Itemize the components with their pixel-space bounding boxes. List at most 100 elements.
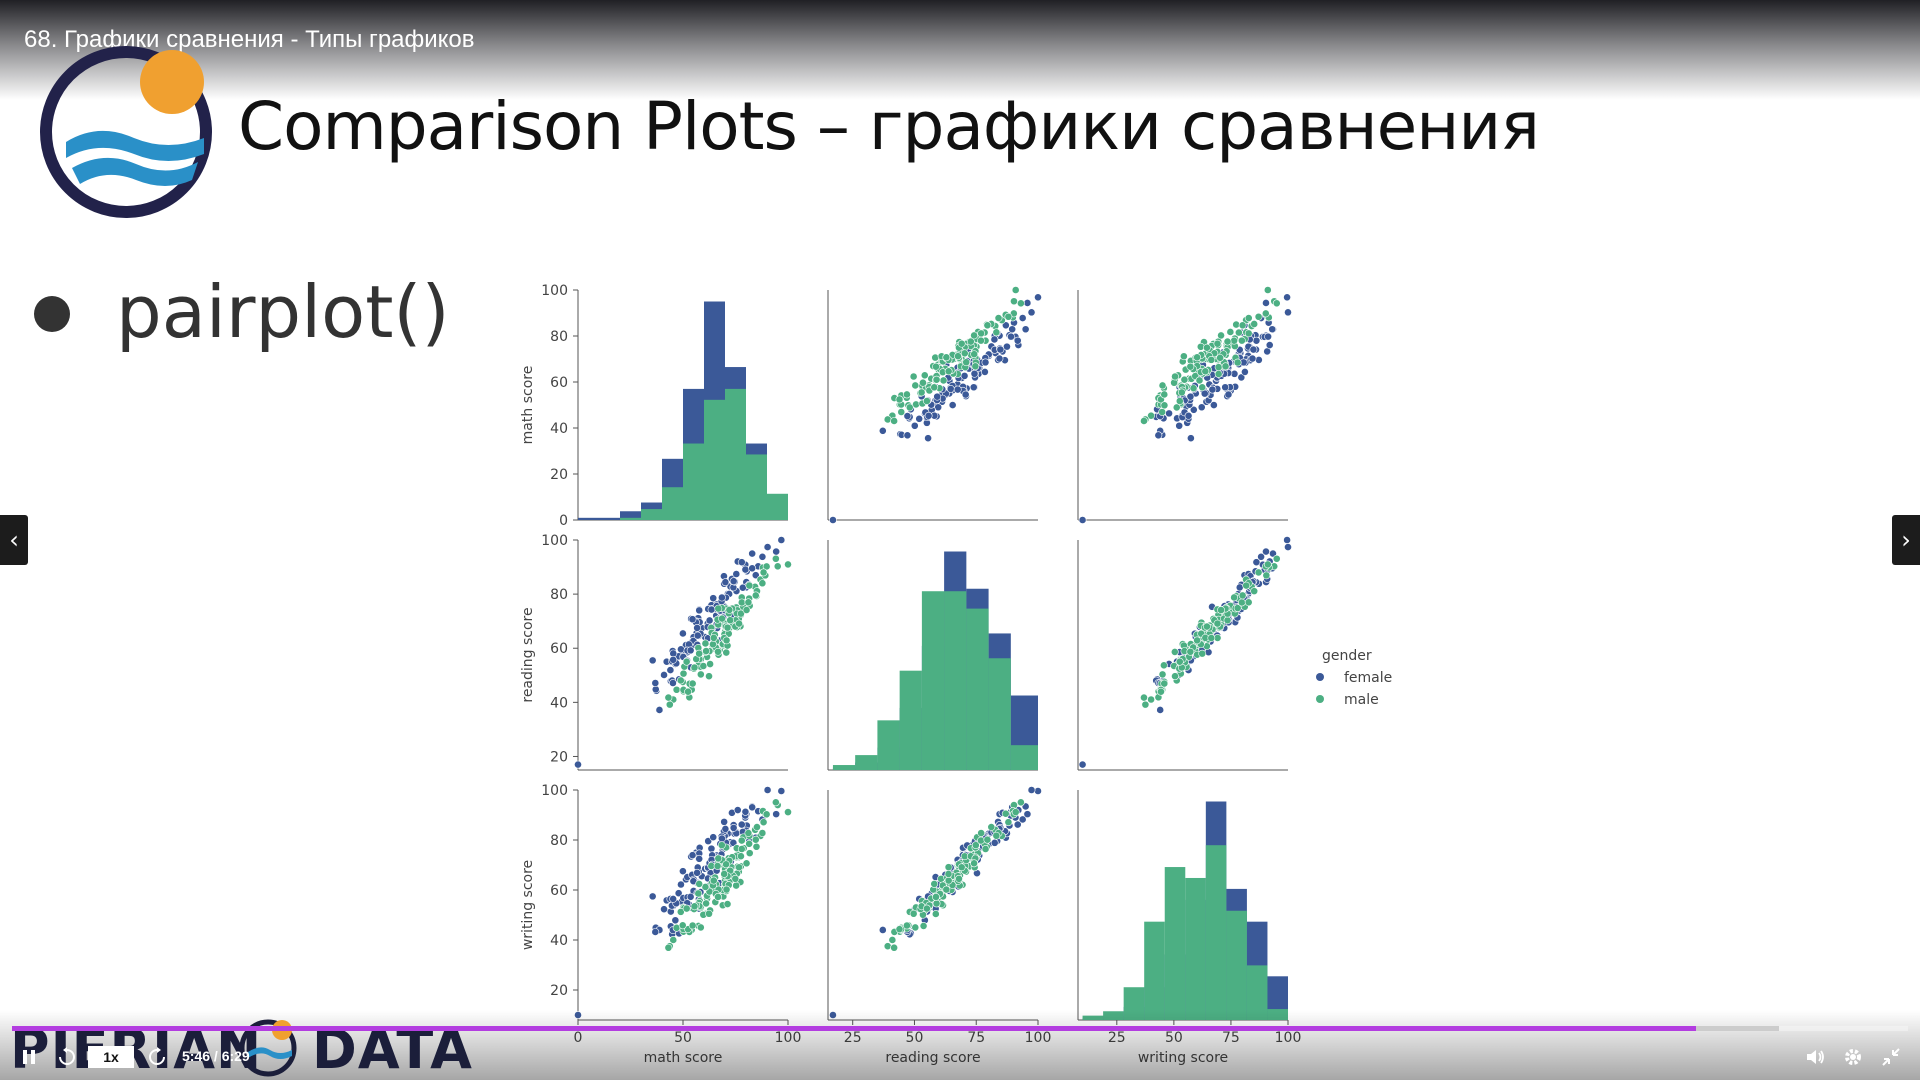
scatter-point-female <box>758 552 767 561</box>
scatter-point-male <box>714 854 723 863</box>
scatter-point-female <box>709 594 718 603</box>
scatter-point-female <box>677 880 685 889</box>
scatter-point-female <box>981 358 990 367</box>
scatter-point-female <box>1186 434 1195 443</box>
scatter-point-male <box>992 831 1001 840</box>
scatter-point-male <box>723 900 732 908</box>
scatter-point-female <box>671 916 680 925</box>
scatter-point-male <box>784 560 792 569</box>
y-tick-label: 20 <box>550 467 568 483</box>
scatter-point-male <box>1244 598 1253 607</box>
scatter-point-male <box>931 910 940 918</box>
scatter-point-female <box>1241 367 1249 376</box>
scatter-point-male <box>1223 337 1232 346</box>
scatter-point-male <box>977 336 985 345</box>
scatter-point-male <box>909 372 918 381</box>
slide-title: Comparison Plots – графики сравнения <box>238 88 1540 165</box>
y-tick-label: 0 <box>559 513 568 529</box>
scatter-point-male <box>1175 657 1184 666</box>
scatter-point-male <box>722 885 731 894</box>
scatter-point-male <box>1180 375 1189 384</box>
scatter-point-male <box>895 395 904 404</box>
scatter-point-female <box>669 895 678 903</box>
scatter-point-male <box>1261 309 1270 318</box>
scatter-point-female <box>709 833 718 842</box>
hist-bar-male <box>704 399 725 520</box>
scatter-point-male <box>919 378 927 387</box>
scatter-point-female <box>1184 411 1193 420</box>
y-tick-label: 40 <box>550 695 568 711</box>
scatter-point-male <box>722 860 730 869</box>
scatter-point-male <box>1233 358 1242 367</box>
scatter-point-male <box>1198 649 1207 658</box>
hist-bar-male <box>855 755 878 770</box>
settings-button[interactable] <box>1842 1046 1864 1068</box>
scatter-point-male <box>944 863 953 872</box>
scatter-point-female <box>1018 314 1027 322</box>
x-tick-label: 50 <box>906 1030 924 1046</box>
scatter-point-female <box>961 390 970 399</box>
scatter-point-female <box>772 810 781 819</box>
next-slide-button[interactable]: › <box>1892 515 1920 565</box>
hist-bar-female <box>578 517 599 520</box>
scatter-point-male <box>1262 571 1271 580</box>
scatter-point-female <box>669 655 678 664</box>
volume-button[interactable] <box>1804 1046 1826 1068</box>
scatter-point-female <box>748 549 757 558</box>
hist-bar-male <box>1103 1011 1124 1020</box>
hist-bar-female <box>599 517 620 520</box>
scatter-point-male <box>1011 808 1020 817</box>
scatter-point-female <box>574 1011 582 1019</box>
scatter-point-female <box>1237 373 1246 382</box>
scatter-point-female <box>651 928 660 936</box>
scatter-point-female <box>674 889 683 898</box>
exit-fullscreen-button[interactable] <box>1880 1046 1902 1068</box>
scatter-point-male <box>1016 798 1025 807</box>
scatter-point-male <box>970 859 978 868</box>
scatter-point-male <box>977 836 985 845</box>
scatter-point-male <box>1140 417 1148 425</box>
scatter-point-male <box>723 623 732 632</box>
scatter-point-male <box>1214 370 1223 378</box>
pause-button[interactable] <box>20 1048 38 1066</box>
scatter-point-male <box>758 579 767 588</box>
scatter-point-male <box>678 921 687 930</box>
scatter-point-male <box>1237 336 1246 345</box>
previous-slide-button[interactable]: ‹ <box>0 515 28 565</box>
scatter-point-male <box>1232 320 1241 329</box>
scatter-point-female <box>1175 421 1184 430</box>
rewind-button[interactable] <box>56 1046 78 1068</box>
scatter-point-female <box>660 905 668 914</box>
scatter-point-male <box>664 943 673 952</box>
forward-button[interactable] <box>146 1046 168 1068</box>
scatter-point-male <box>944 876 953 885</box>
scatter-point-male <box>903 390 911 399</box>
x-tick-label: 0 <box>574 1030 583 1046</box>
scatter-point-male <box>737 598 746 607</box>
video-progress-bar[interactable] <box>12 1026 1908 1031</box>
hist-bar-female <box>620 511 641 520</box>
scatter-point-male <box>705 672 713 681</box>
scatter-point-male <box>1272 299 1281 308</box>
scatter-point-male <box>745 839 754 848</box>
scatter-point-male <box>1186 647 1195 656</box>
y-tick-label: 60 <box>550 641 568 657</box>
hist-bar-male <box>921 591 945 770</box>
playback-speed-button[interactable]: 1x <box>88 1046 134 1068</box>
scatter-point-female <box>705 616 714 625</box>
scatter-point-female <box>1156 706 1165 714</box>
y-tick-label: 20 <box>550 749 568 765</box>
scatter-point-female <box>721 578 730 587</box>
scatter-point-female <box>748 564 757 573</box>
scatter-point-male <box>1160 390 1169 399</box>
scatter-point-female <box>772 547 781 556</box>
scatter-point-female <box>1186 392 1195 401</box>
scatter-point-female <box>679 629 687 638</box>
y-tick-label: 80 <box>550 329 568 345</box>
scatter-point-male <box>720 870 729 878</box>
scatter-point-male <box>1213 619 1222 628</box>
scatter-point-female <box>990 838 999 847</box>
scatter-point-male <box>1177 388 1186 397</box>
scatter-point-female <box>677 645 685 654</box>
